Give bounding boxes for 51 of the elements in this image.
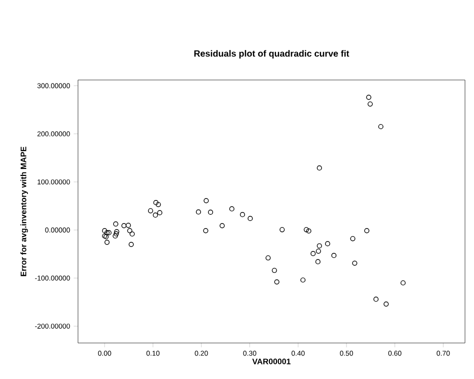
point [373, 296, 379, 302]
point [280, 227, 285, 232]
point [113, 221, 118, 227]
point [272, 268, 277, 273]
point [112, 233, 118, 239]
point [384, 301, 389, 307]
point [304, 227, 309, 232]
point [331, 252, 336, 258]
point [400, 280, 406, 286]
x-axis-title: VAR00001 [252, 358, 291, 364]
chart-title: Residuals plot of quadradic curve fit [194, 50, 350, 58]
point [300, 277, 306, 283]
point [220, 223, 225, 228]
point [156, 202, 161, 208]
point [364, 228, 370, 234]
point [352, 260, 358, 266]
point [152, 212, 158, 218]
point [316, 248, 321, 254]
point [208, 210, 214, 215]
point [266, 255, 271, 260]
point [114, 231, 119, 236]
point [350, 236, 356, 242]
point [203, 228, 208, 234]
point [248, 216, 253, 222]
point [130, 231, 135, 237]
point [121, 223, 127, 228]
point [157, 210, 162, 216]
point [240, 212, 246, 218]
point [316, 243, 322, 248]
point [310, 251, 316, 256]
point [153, 200, 158, 206]
point [104, 230, 110, 236]
point [368, 101, 373, 107]
point [102, 228, 108, 234]
point [148, 208, 154, 214]
point [378, 124, 384, 130]
point [274, 279, 280, 284]
point [104, 240, 110, 245]
point [325, 241, 330, 246]
point [316, 165, 322, 171]
y-axis-title: Error for avg.inventory with MAPE [20, 146, 28, 276]
point [128, 242, 134, 247]
point [366, 94, 372, 100]
point [127, 228, 132, 234]
point [196, 209, 202, 215]
point [126, 222, 131, 228]
point [106, 230, 112, 236]
point [204, 198, 209, 204]
point [306, 228, 312, 234]
point [315, 259, 320, 264]
point [229, 206, 234, 212]
